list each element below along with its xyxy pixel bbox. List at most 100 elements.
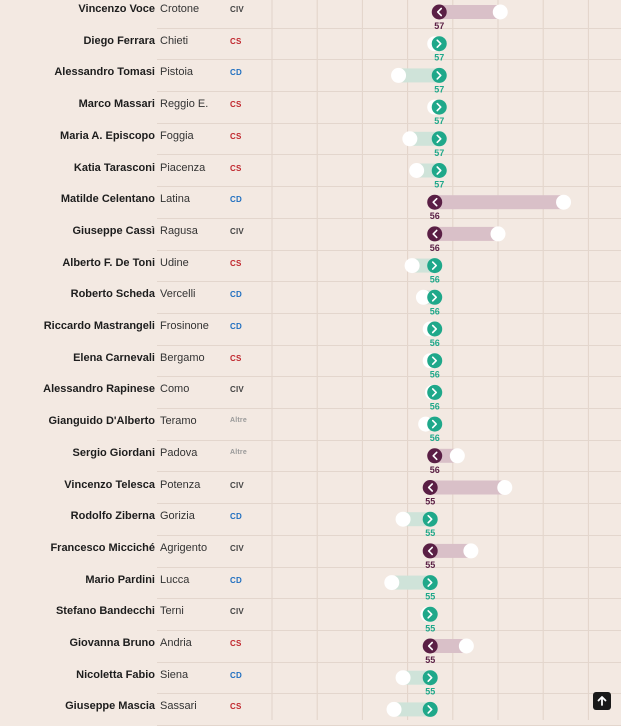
current-value-dot <box>422 543 438 559</box>
score-label: 57 <box>434 116 444 126</box>
party-label: CS <box>230 131 242 141</box>
chevron-left-icon <box>427 483 433 492</box>
score-label: 57 <box>434 180 444 190</box>
current-value-dot <box>422 670 438 686</box>
previous-value-dot <box>395 670 411 686</box>
mayor-name: Sergio Giordani <box>72 446 155 459</box>
mayor-name: Alessandro Tomasi <box>54 66 155 79</box>
row-divider <box>157 471 621 473</box>
chevron-right-icon <box>431 356 438 365</box>
previous-value-dot <box>463 543 479 559</box>
current-value-dot <box>427 416 443 432</box>
city-name: Chieti <box>160 34 189 47</box>
mayor-name: Alessandro Rapinese <box>43 383 155 396</box>
party-label: CS <box>230 100 242 110</box>
previous-value-dot <box>402 131 418 147</box>
table-row: Rodolfo Ziberna Gorizia CD <box>0 504 621 536</box>
row-divider <box>157 91 621 93</box>
mayor-name: Rodolfo Ziberna <box>70 510 155 523</box>
arrow-up-icon <box>597 696 607 706</box>
mayor-name: Riccardo Mastrangeli <box>43 320 155 332</box>
city-name: Sassari <box>160 700 197 713</box>
change-bar <box>430 639 467 653</box>
city-name: Ragusa <box>160 224 198 237</box>
current-value-dot <box>431 4 447 20</box>
table-row: Matilde Celentano Latina CD <box>0 187 621 219</box>
score-label: 56 <box>430 211 440 221</box>
score-label: 56 <box>430 338 440 348</box>
party-label: CIV <box>230 543 244 553</box>
change-bar <box>403 512 431 527</box>
scroll-to-top-button[interactable] <box>593 692 611 710</box>
score-label: 56 <box>430 306 440 316</box>
city-name: Frosinone <box>160 320 209 332</box>
mayor-name: Maria A. Episcopo <box>60 129 155 142</box>
city-name: Agrigento <box>160 541 208 554</box>
change-bar <box>409 131 440 146</box>
row-divider <box>157 281 621 283</box>
row-divider <box>157 344 621 346</box>
chevron-left-icon <box>432 229 438 239</box>
table-row: Diego Ferrara Chieti CS <box>0 29 621 61</box>
chevron-right-icon <box>436 39 442 48</box>
chevron-right-icon <box>431 419 438 429</box>
mayor-name: Giuseppe Cassì <box>72 224 155 237</box>
score-label: 55 <box>425 655 435 665</box>
row-divider <box>157 629 621 631</box>
table-row: Riccardo Mastrangeli Frosinone CD <box>0 314 621 346</box>
score-label: 57 <box>434 53 444 63</box>
city-name: Piacenza <box>160 161 206 174</box>
previous-value-dot <box>409 163 425 178</box>
table-row: Maria A. Episcopo Foggia CS <box>0 124 621 156</box>
city-name: Vercelli <box>160 288 196 301</box>
chevron-left-icon <box>432 197 438 207</box>
current-value-dot <box>431 131 447 147</box>
city-name: Teramo <box>160 415 197 428</box>
table-row: Alessandro Rapinese Como CIV <box>0 377 621 410</box>
change-bar <box>391 575 431 590</box>
score-label: 56 <box>430 465 440 475</box>
current-value-dot <box>431 36 447 52</box>
current-value-dot <box>427 289 443 305</box>
chevron-right-icon <box>436 71 442 80</box>
chevron-left-icon <box>432 451 438 461</box>
city-name: Udine <box>160 256 189 269</box>
change-bar <box>430 543 471 558</box>
party-label: CD <box>230 575 242 585</box>
mayor-name: Elena Carnevali <box>73 351 155 364</box>
row-divider <box>157 122 621 124</box>
chevron-right-icon <box>431 293 438 302</box>
chevron-right-icon <box>427 705 433 714</box>
current-value-dot <box>427 194 443 210</box>
change-bar <box>434 226 498 241</box>
previous-value-dot <box>497 480 513 495</box>
change-bar <box>430 480 505 495</box>
previous-value-dot <box>391 67 407 83</box>
row-divider <box>157 59 621 61</box>
city-name: Como <box>160 383 190 396</box>
row-divider <box>157 217 621 219</box>
current-value-dot <box>427 321 443 337</box>
party-label: CS <box>230 353 242 363</box>
table-row: Alessandro Tomasi Pistoia CD <box>0 60 621 93</box>
party-label: CD <box>230 322 242 331</box>
mayor-name: Stefano Bandecchi <box>55 605 155 618</box>
score-label: 57 <box>434 84 444 94</box>
chevron-left-icon <box>427 546 433 556</box>
city-name: Gorizia <box>160 510 195 523</box>
score-label: 57 <box>434 21 444 31</box>
mayor-name: Gianguido D'Alberto <box>48 415 156 428</box>
current-value-dot <box>427 384 443 400</box>
chevron-right-icon <box>431 261 438 270</box>
mayor-name: Alberto F. De Toni <box>62 256 155 269</box>
table-row: Giovanna Bruno Andria CS <box>0 631 621 663</box>
score-label: 56 <box>430 370 440 380</box>
party-label: CIV <box>230 5 244 14</box>
current-value-dot <box>431 99 447 115</box>
mayor-name: Vincenzo Telesca <box>64 478 155 491</box>
current-value-dot <box>422 701 438 717</box>
table-row: Vincenzo Telesca Potenza CIV <box>0 473 621 505</box>
mayor-name: Roberto Scheda <box>70 288 155 301</box>
table-row: Giuseppe Cassì Ragusa CIV <box>0 219 621 251</box>
